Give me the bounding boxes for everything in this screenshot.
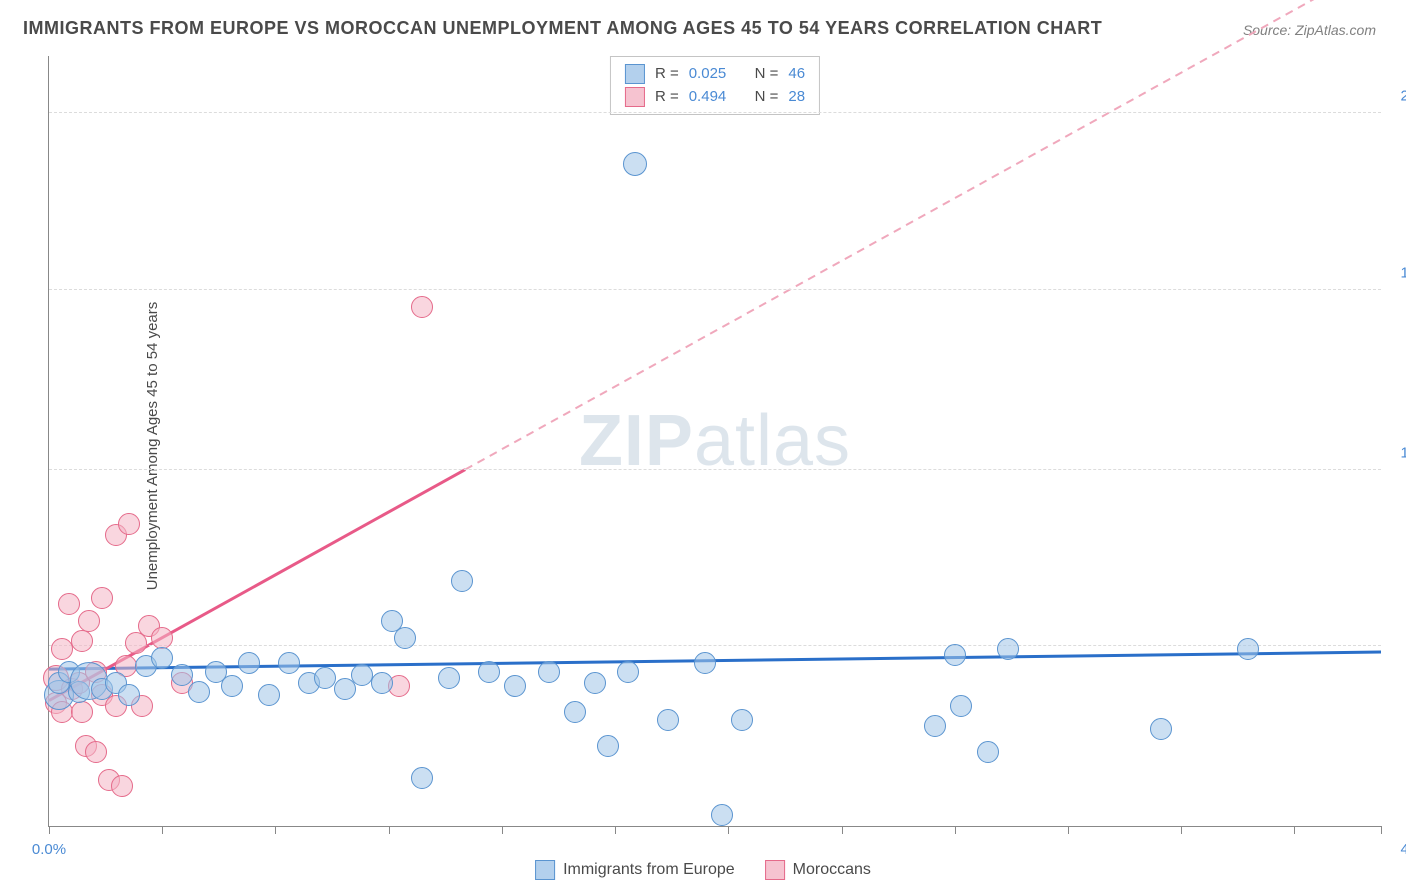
scatter-point-blue bbox=[394, 627, 416, 649]
trend-line-pink-dashed bbox=[465, 0, 1381, 470]
scatter-point-blue bbox=[924, 715, 946, 737]
scatter-point-blue bbox=[238, 652, 260, 674]
scatter-point-blue bbox=[657, 709, 679, 731]
scatter-point-blue bbox=[478, 661, 500, 683]
scatter-point-blue bbox=[118, 684, 140, 706]
xtick bbox=[842, 826, 843, 834]
scatter-point-blue bbox=[451, 570, 473, 592]
scatter-point-blue bbox=[731, 709, 753, 731]
correlation-stats-box: R = 0.025 N = 46 R = 0.494 N = 28 bbox=[610, 56, 820, 115]
xtick bbox=[275, 826, 276, 834]
chart-title: IMMIGRANTS FROM EUROPE VS MOROCCAN UNEMP… bbox=[23, 18, 1102, 39]
scatter-point-blue bbox=[944, 644, 966, 666]
scatter-point-blue bbox=[584, 672, 606, 694]
legend-pink-label: Moroccans bbox=[793, 861, 871, 879]
scatter-point-pink bbox=[78, 610, 100, 632]
scatter-point-blue bbox=[617, 661, 639, 683]
x-origin-label: 0.0% bbox=[32, 841, 66, 858]
source-attribution: Source: ZipAtlas.com bbox=[1243, 22, 1376, 38]
scatter-point-blue bbox=[221, 675, 243, 697]
scatter-point-pink bbox=[58, 593, 80, 615]
chart-plot-area: ZIPatlas R = 0.025 N = 46 R = 0.494 N = … bbox=[48, 56, 1381, 827]
scatter-point-blue bbox=[188, 681, 210, 703]
xtick bbox=[389, 826, 390, 834]
n-label: N = bbox=[755, 86, 779, 109]
legend-blue-label: Immigrants from Europe bbox=[563, 861, 735, 879]
swatch-pink-icon bbox=[765, 860, 785, 880]
xtick bbox=[615, 826, 616, 834]
xtick bbox=[162, 826, 163, 834]
scatter-point-pink bbox=[118, 513, 140, 535]
r-label: R = bbox=[655, 86, 679, 109]
scatter-point-pink bbox=[71, 701, 93, 723]
scatter-point-blue bbox=[504, 675, 526, 697]
grid-line bbox=[49, 112, 1381, 113]
pink-r-value: 0.494 bbox=[689, 86, 727, 109]
ytick-label: 12.5% bbox=[1400, 444, 1406, 461]
r-label: R = bbox=[655, 63, 679, 86]
scatter-point-blue bbox=[711, 804, 733, 826]
scatter-point-blue bbox=[950, 695, 972, 717]
swatch-blue-icon bbox=[535, 860, 555, 880]
scatter-point-pink bbox=[51, 638, 73, 660]
grid-line bbox=[49, 289, 1381, 290]
xtick bbox=[502, 826, 503, 834]
scatter-point-blue bbox=[278, 652, 300, 674]
scatter-point-blue bbox=[623, 152, 647, 176]
scatter-point-blue bbox=[564, 701, 586, 723]
blue-n-value: 46 bbox=[788, 63, 805, 86]
grid-line bbox=[49, 469, 1381, 470]
scatter-point-blue bbox=[314, 667, 336, 689]
scatter-point-pink bbox=[85, 741, 107, 763]
legend-item-pink: Moroccans bbox=[765, 860, 871, 880]
ytick-label: 25.0% bbox=[1400, 88, 1406, 105]
xtick bbox=[1294, 826, 1295, 834]
xtick bbox=[1068, 826, 1069, 834]
grid-line bbox=[49, 645, 1381, 646]
scatter-point-pink bbox=[151, 627, 173, 649]
stats-row-blue: R = 0.025 N = 46 bbox=[625, 63, 805, 86]
scatter-point-blue bbox=[171, 664, 193, 686]
scatter-point-blue bbox=[351, 664, 373, 686]
legend-item-blue: Immigrants from Europe bbox=[535, 860, 735, 880]
blue-r-value: 0.025 bbox=[689, 63, 727, 86]
ytick-label: 18.8% bbox=[1400, 264, 1406, 281]
scatter-point-blue bbox=[597, 735, 619, 757]
scatter-point-blue bbox=[438, 667, 460, 689]
stats-row-pink: R = 0.494 N = 28 bbox=[625, 86, 805, 109]
x-max-label: 40.0% bbox=[1400, 841, 1406, 858]
scatter-point-blue bbox=[411, 767, 433, 789]
xtick bbox=[728, 826, 729, 834]
scatter-point-blue bbox=[151, 647, 173, 669]
scatter-point-blue bbox=[977, 741, 999, 763]
trend-lines-layer bbox=[49, 56, 1381, 826]
scatter-point-blue bbox=[538, 661, 560, 683]
xtick bbox=[1181, 826, 1182, 834]
xtick bbox=[1381, 826, 1382, 834]
scatter-point-blue bbox=[1150, 718, 1172, 740]
swatch-blue-icon bbox=[625, 64, 645, 84]
scatter-point-blue bbox=[258, 684, 280, 706]
scatter-point-blue bbox=[997, 638, 1019, 660]
scatter-point-pink bbox=[111, 775, 133, 797]
scatter-point-pink bbox=[71, 630, 93, 652]
xtick bbox=[49, 826, 50, 834]
scatter-point-blue bbox=[371, 672, 393, 694]
scatter-point-blue bbox=[694, 652, 716, 674]
xtick bbox=[955, 826, 956, 834]
swatch-pink-icon bbox=[625, 87, 645, 107]
n-label: N = bbox=[755, 63, 779, 86]
scatter-point-pink bbox=[91, 587, 113, 609]
pink-n-value: 28 bbox=[788, 86, 805, 109]
bottom-legend: Immigrants from Europe Moroccans bbox=[535, 860, 871, 880]
scatter-point-blue bbox=[1237, 638, 1259, 660]
scatter-point-pink bbox=[411, 296, 433, 318]
